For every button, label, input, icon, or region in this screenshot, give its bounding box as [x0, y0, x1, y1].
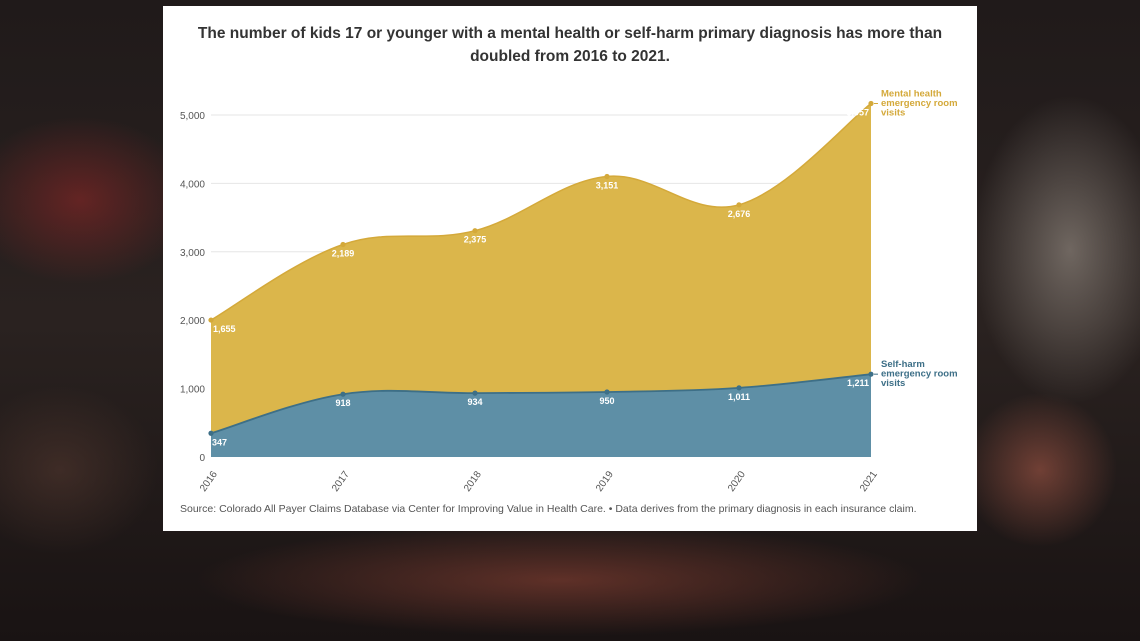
y-tick-label: 2,000	[180, 316, 205, 327]
self-harm-point	[472, 390, 478, 396]
mental-health-point	[736, 202, 742, 208]
y-tick-label: 4,000	[180, 179, 205, 190]
mental-health-data-label: 3,957	[846, 108, 869, 118]
self-harm-point	[868, 371, 874, 377]
mental-health-point	[472, 228, 478, 234]
mental-health-point	[340, 241, 346, 248]
y-tick-label: 5,000	[180, 111, 205, 122]
self-harm-data-label: 1,211	[847, 378, 869, 388]
y-tick-label: 0	[199, 453, 205, 464]
self-harm-series-label: Self-harm emergency room visits	[881, 359, 958, 389]
mental-health-line	[210, 102, 872, 321]
self-harm-line	[210, 373, 872, 435]
mental-health-point	[208, 317, 214, 323]
self-harm-area	[211, 374, 871, 457]
stacked-area-chart: 0 1,000 2,000 3,000 4,000 5,000 1,655 2,189 2,37…	[180, 89, 958, 494]
x-tick-label: 2021	[858, 469, 880, 494]
self-harm-point	[736, 385, 742, 391]
self-harm-data-label: 918	[335, 398, 350, 408]
mental-health-data-label: 2,189	[332, 248, 355, 258]
mental-health-point	[604, 173, 610, 180]
x-tick-label: 2017	[330, 469, 352, 494]
x-tick-label: 2018	[462, 469, 484, 494]
chart-panel: The number of kids 17 or younger with a …	[163, 6, 977, 531]
mental-health-point	[868, 100, 874, 107]
mental-health-data-label: 2,375	[464, 235, 487, 245]
self-harm-point	[208, 430, 214, 436]
mental-health-area	[211, 103, 871, 434]
y-tick-label: 1,000	[180, 385, 205, 396]
chart-title: The number of kids 17 or younger with a …	[197, 25, 943, 65]
self-harm-point	[340, 391, 346, 397]
y-tick-label: 3,000	[180, 248, 205, 259]
mental-health-data-label: 3,151	[596, 180, 619, 190]
self-harm-data-label: 934	[467, 397, 482, 407]
mental-health-series-label: Mental health emergency room visits	[881, 89, 958, 119]
x-tick-label: 2020	[726, 469, 748, 494]
mental-health-data-label: 2,676	[728, 209, 751, 219]
self-harm-data-label: 950	[599, 396, 614, 406]
mental-health-data-label: 1,655	[213, 324, 236, 334]
source-note: Source: Colorado All Payer Claims Databa…	[180, 503, 917, 515]
x-tick-label: 2019	[594, 469, 616, 494]
self-harm-data-label: 347	[212, 437, 227, 447]
x-tick-label: 2016	[198, 469, 220, 494]
self-harm-point	[604, 389, 610, 395]
self-harm-data-label: 1,011	[728, 392, 750, 402]
